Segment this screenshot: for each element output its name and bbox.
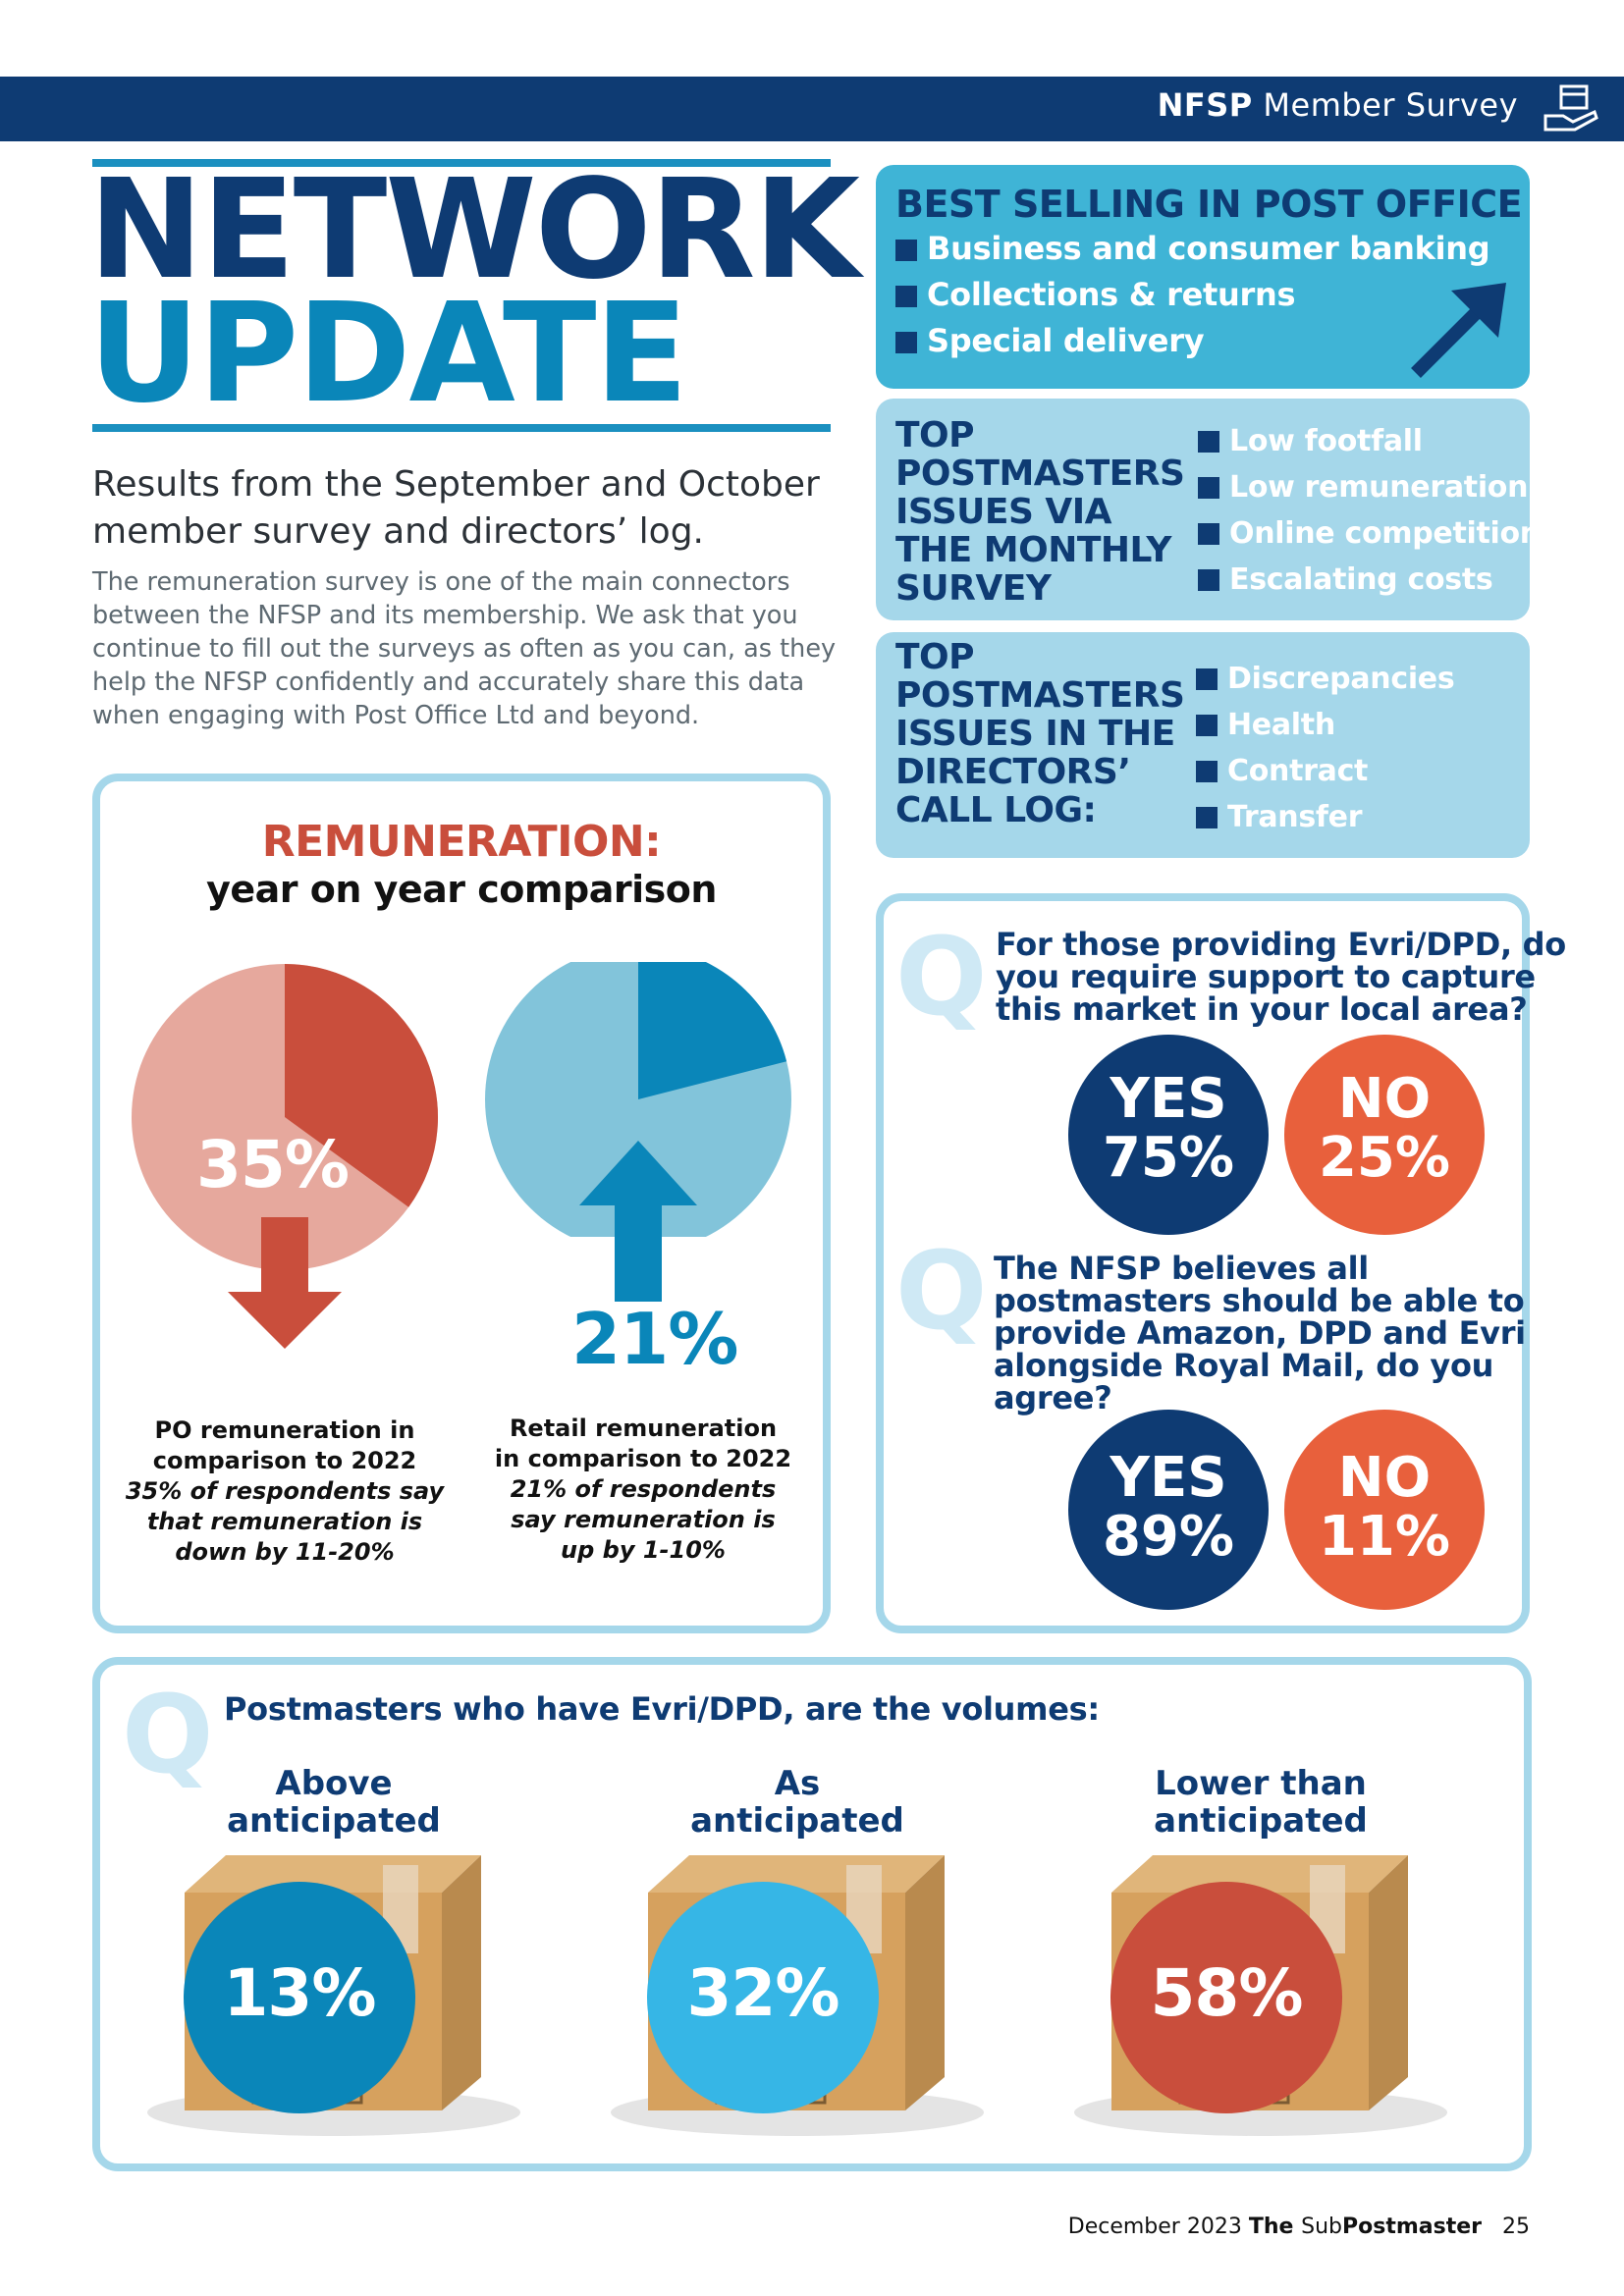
footer: December 2023 The SubPostmaster 25 [1068,2215,1530,2239]
volumes-question: Postmasters who have Evri/DPD, are the v… [224,1690,1100,1728]
intro-text: Results from the September and October m… [92,464,820,552]
monthly-survey-item: Low footfall [1198,424,1423,458]
retail-caption: Retail remuneration in comparison to 202… [494,1415,792,1564]
arrow-up-icon [579,1141,697,1302]
question2-no-circle: NO 11% [1284,1410,1485,1610]
call-log-item: Discrepancies [1196,662,1455,696]
header-brand: NFSP [1157,86,1253,124]
parcel-hand-icon [1542,82,1598,132]
retail-pie-slice [638,962,787,1099]
volume-value: 13% [223,1955,377,2031]
monthly-survey-title: TOP POSTMASTERS ISSUES VIA THE MONTHLY S… [895,415,1185,609]
po-percent-label: 35% [196,1127,350,1202]
call-log-title: TOP POSTMASTERS ISSUES IN THE DIRECTORS’… [895,637,1185,830]
volume-value: 58% [1150,1955,1304,2031]
volume-label: Lower than anticipated [1154,1764,1368,1841]
question1-text: For those providing Evri/DPD, do you req… [996,926,1566,1028]
question1-no-circle: NO 25% [1284,1035,1485,1235]
call-log-item: Health [1196,708,1335,742]
question2-text: The NFSP believes all postmasters should… [994,1250,1526,1416]
header-band [0,77,1624,141]
q-letter-icon: Q [895,1228,988,1354]
q-letter-icon: Q [895,914,988,1040]
retail-percent-label: 21% [571,1298,738,1380]
page-title-line2: UPDATE [88,274,688,434]
best-selling-item: Collections & returns [895,276,1296,313]
monthly-survey-item: Escalating costs [1198,562,1493,597]
monthly-survey-item: Low remuneration [1198,470,1528,505]
footer-date: December 2023 [1067,2215,1242,2239]
question2-yes-circle: YES 89% [1068,1410,1269,1610]
call-log-item: Contract [1196,754,1368,788]
best-selling-title: BEST SELLING IN POST OFFICE [895,183,1523,226]
volume-label: Above anticipated [227,1764,441,1841]
q-letter-icon: Q [122,1672,214,1797]
parcel-box-icon [147,1855,520,2136]
parcel-box-icon [1074,1855,1447,2136]
retail-pie-chart [485,962,791,1237]
best-selling-box [876,165,1530,389]
question1-yes-circle: YES 75% [1068,1035,1269,1235]
remuneration-title: REMUNERATION: [261,817,662,867]
page-number: 25 [1502,2215,1530,2239]
po-caption: PO remuneration in comparison to 2022 35… [125,1416,445,1566]
body-text: The remuneration survey is one of the ma… [92,567,837,730]
volume-circle [184,1882,415,2113]
volume-value: 32% [686,1955,840,2031]
parcel-box-icon [611,1855,984,2136]
best-selling-item: Special delivery [895,322,1205,359]
volume-circle [647,1882,879,2113]
header-section: Member Survey [1263,86,1518,124]
po-pie-chart [132,964,438,1349]
volume-label: As anticipated [690,1764,904,1841]
best-selling-item: Business and consumer banking [895,230,1490,267]
title-rule-bottom [92,424,831,432]
header-title: NFSP Member Survey [1158,86,1518,124]
volume-circle [1110,1882,1342,2113]
footer-magazine: The SubPostmaster [1248,2215,1482,2239]
title-rule-top [92,159,831,167]
arrow-down-icon [228,1217,342,1349]
po-pie-slice [285,964,438,1207]
page-title-line1: NETWORK [88,150,860,310]
arrow-up-right-icon [1404,277,1512,389]
monthly-survey-item: Online competition [1198,516,1541,551]
remuneration-subtitle: year on year comparison [206,868,717,911]
call-log-item: Transfer [1196,800,1363,834]
